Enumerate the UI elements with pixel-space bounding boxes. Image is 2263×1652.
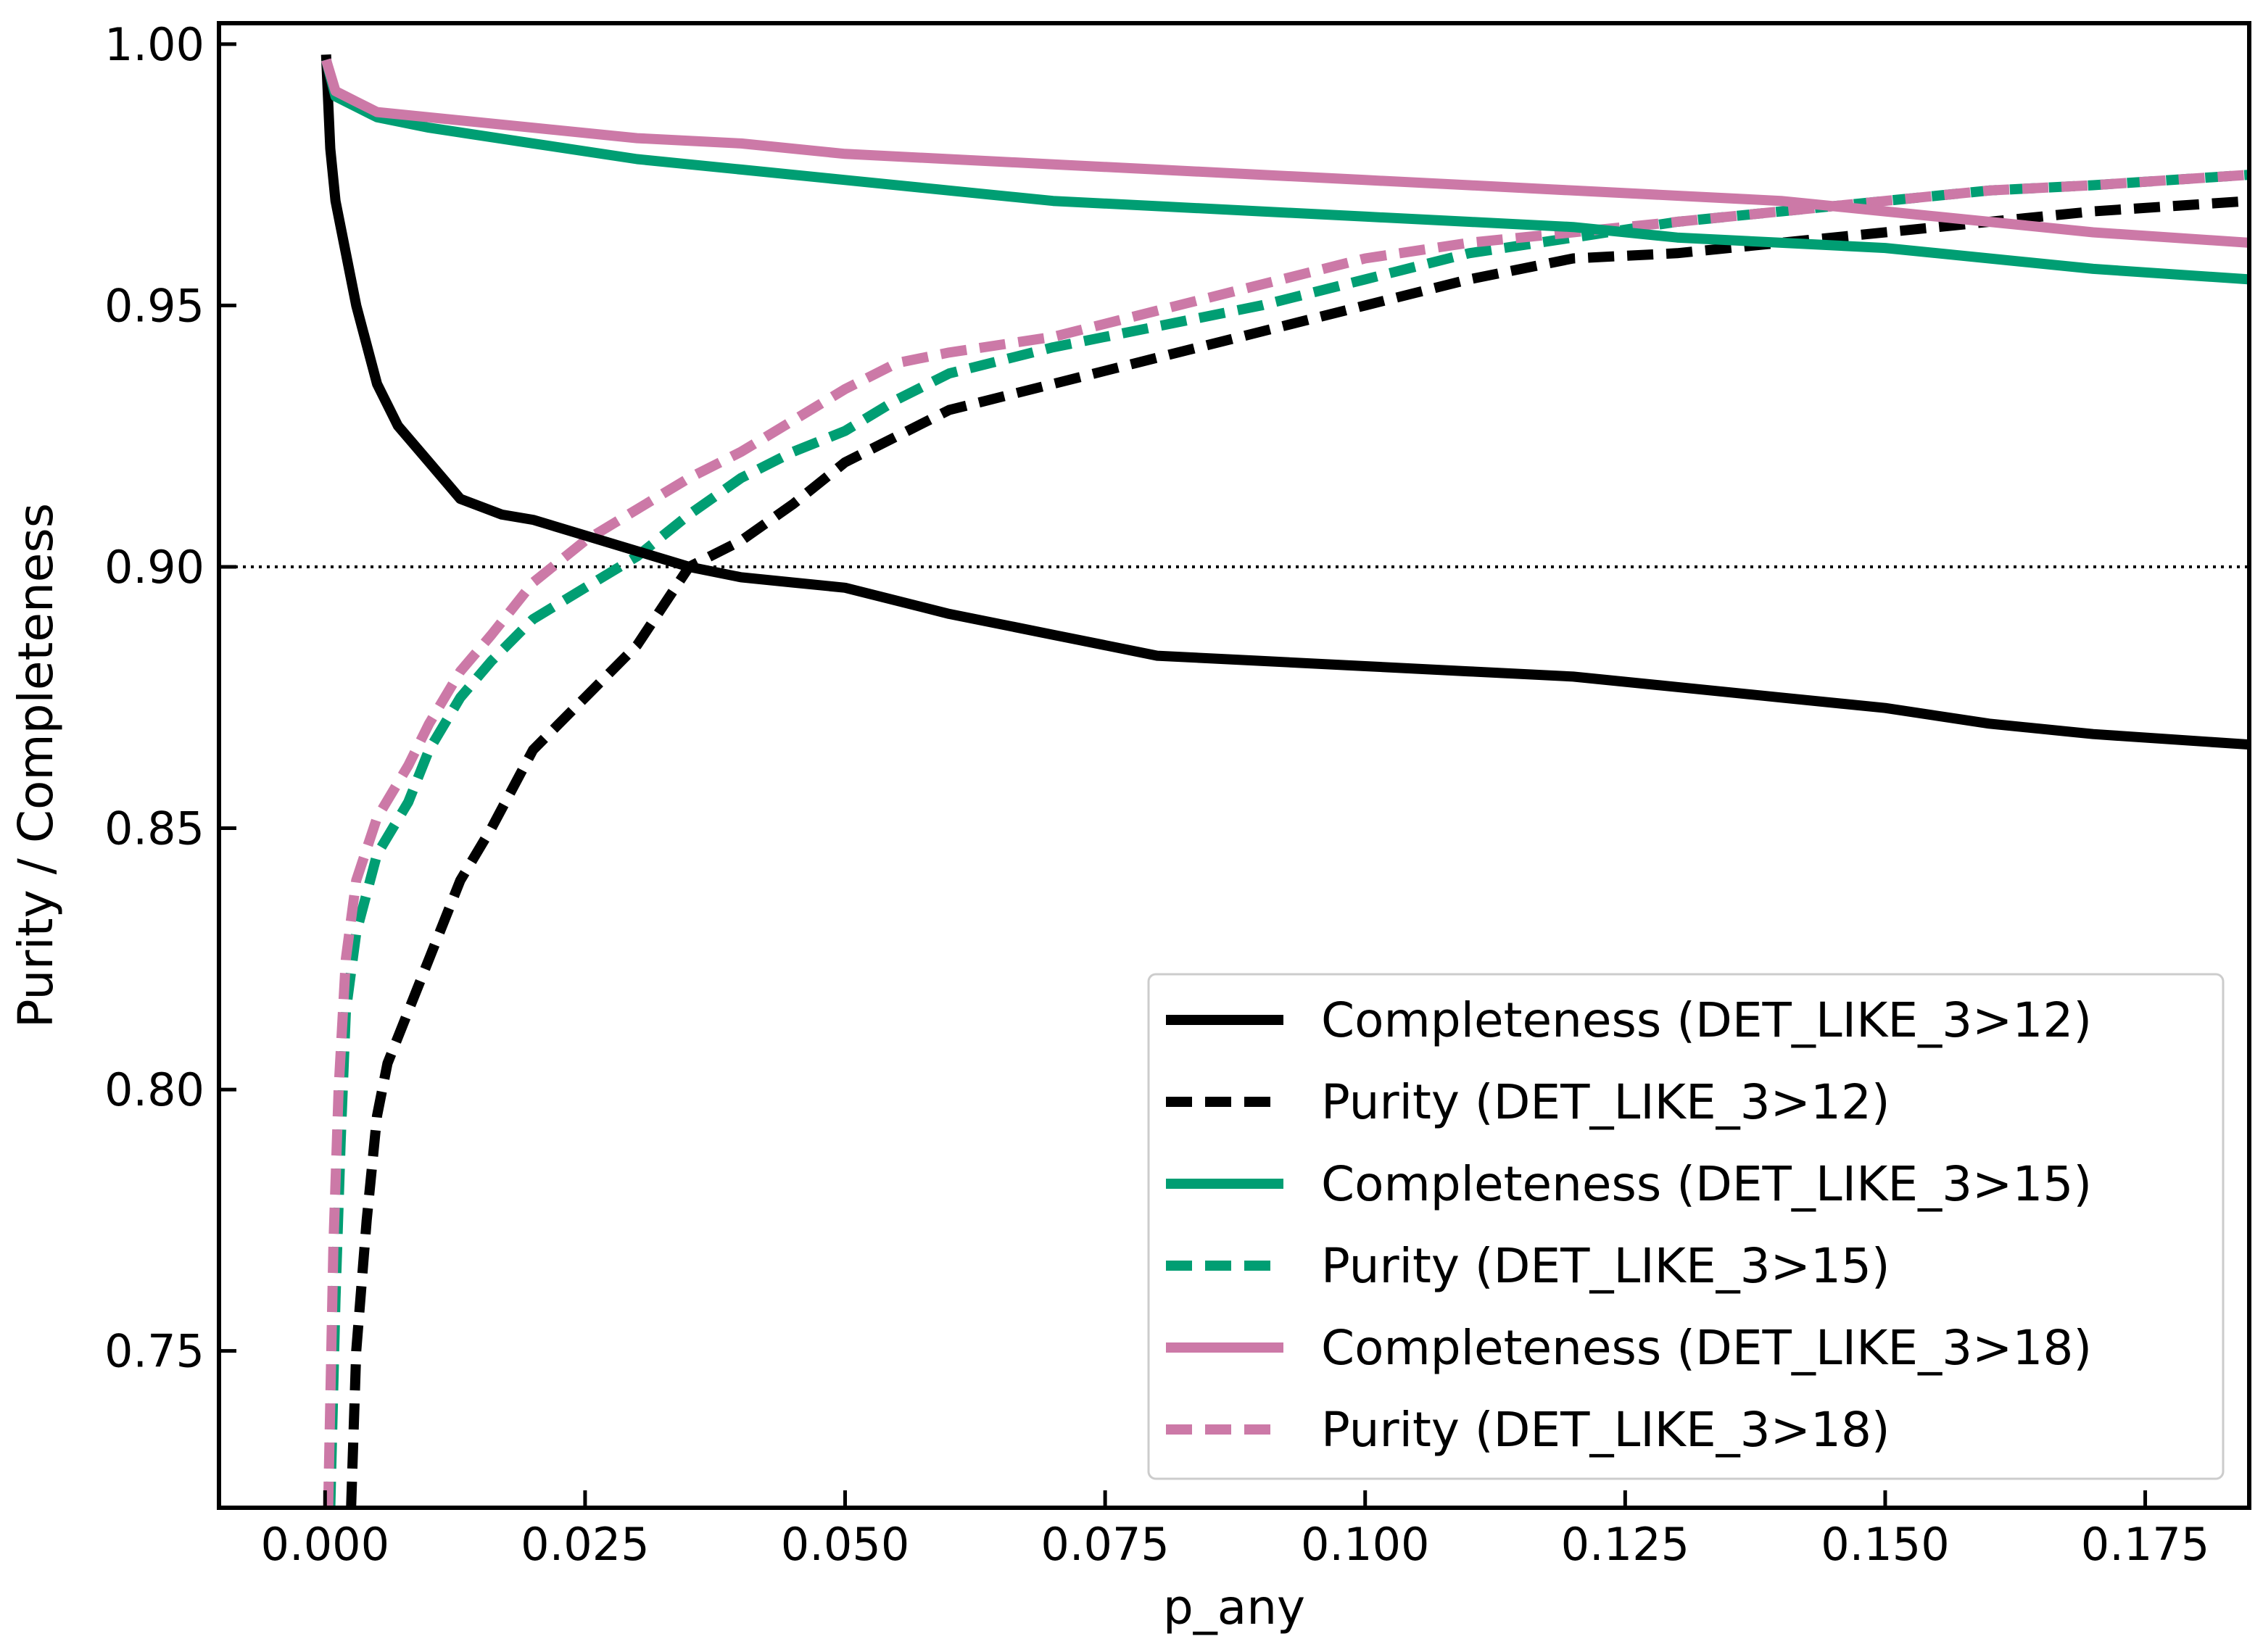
x-tick-label: 0.000 (261, 1518, 390, 1571)
legend-box (1147, 973, 2225, 1480)
y-tick-label: 0.85 (104, 802, 204, 855)
legend-label: Purity (DET_LIKE_3>15) (1321, 1238, 1890, 1294)
series-line-0 (320, 54, 2249, 750)
y-tick-label: 0.75 (104, 1325, 204, 1378)
y-axis-label: Purity / Completeness (8, 503, 64, 1028)
legend-label: Purity (DET_LIKE_3>12) (1321, 1074, 1890, 1130)
series-line-5 (323, 170, 2249, 1508)
x-tick-label: 0.050 (781, 1518, 910, 1571)
x-tick-label: 0.100 (1301, 1518, 1430, 1571)
legend-label: Completeness (DET_LIKE_3>12) (1321, 992, 2092, 1048)
y-tick-label: 1.00 (104, 18, 204, 71)
legend: Completeness (DET_LIKE_3>12) Purity (DET_… (1147, 973, 2225, 1480)
legend-label: Purity (DET_LIKE_3>18) (1321, 1402, 1890, 1458)
plot-frame (217, 21, 2251, 1510)
y-tick-label: 0.95 (104, 279, 204, 332)
x-tick-label: 0.175 (2081, 1518, 2210, 1571)
x-tick-label: 0.125 (1561, 1518, 1690, 1571)
series-line-4 (320, 58, 2249, 248)
y-tick-label: 0.90 (104, 541, 204, 594)
x-tick-label: 0.150 (1821, 1518, 1950, 1571)
series-line-1 (346, 196, 2249, 1508)
y-tick-label: 0.80 (104, 1063, 204, 1116)
x-axis-label: p_any (1163, 1580, 1305, 1635)
legend-label: Completeness (DET_LIKE_3>15) (1321, 1156, 2092, 1212)
x-tick-label: 0.075 (1041, 1518, 1170, 1571)
legend-label: Completeness (DET_LIKE_3>18) (1321, 1320, 2092, 1376)
x-tick-label: 0.025 (521, 1518, 650, 1571)
series-line-2 (320, 58, 2249, 285)
